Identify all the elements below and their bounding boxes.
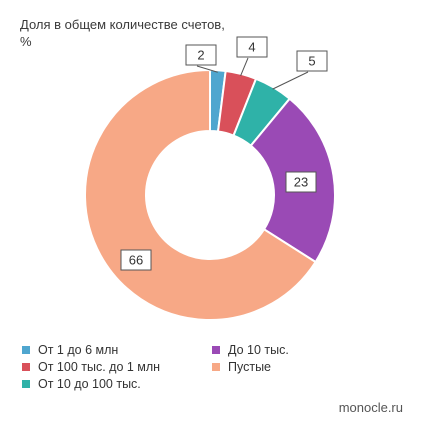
legend-swatch	[212, 363, 220, 371]
callout-line-0	[196, 65, 218, 73]
donut-chart: 2 4 5 23 66	[84, 36, 336, 321]
legend-swatch	[22, 380, 30, 388]
data-label-3: 23	[294, 175, 308, 190]
data-label-box-1	[236, 36, 268, 58]
legend-item-100k-1mln: От 100 тыс. до 1 млн	[22, 360, 160, 374]
legend-label: От 100 тыс. до 1 млн	[38, 360, 161, 374]
data-label-2: 5	[308, 54, 315, 69]
data-label-box-2	[296, 50, 328, 72]
legend-swatch	[212, 346, 220, 354]
chart-title-line-1: Доля в общем количестве счетов,	[20, 17, 225, 32]
legend-label: От 1 до 6 млн	[38, 343, 119, 357]
legend-swatch	[22, 363, 30, 371]
legend-swatch	[22, 346, 30, 354]
slice-callouts: 2 4 5 23 66	[120, 36, 328, 271]
data-label-4: 66	[129, 253, 143, 268]
legend-label: Пустые	[228, 360, 272, 374]
callout-line-2	[272, 71, 309, 90]
legend-item-empty: Пустые	[212, 360, 271, 374]
callout-line-1	[240, 57, 249, 77]
data-label-box-4	[120, 249, 152, 271]
data-label-1: 4	[248, 40, 255, 55]
donut-slices	[84, 68, 336, 321]
legend-label: От 10 до 100 тыс.	[38, 377, 141, 391]
legend-item-1-6mln: От 1 до 6 млн	[22, 343, 118, 357]
chart-title: Доля в общем количестве счетов, %	[20, 16, 225, 50]
legend-item-10k-100k: От 10 до 100 тыс.	[22, 377, 141, 391]
data-label-0: 2	[197, 48, 204, 63]
legend-item-under-10k: До 10 тыс.	[212, 343, 289, 357]
data-label-box-0	[185, 44, 217, 66]
legend-label: До 10 тыс.	[228, 343, 289, 357]
data-label-box-3	[285, 171, 317, 193]
source-label: monocle.ru	[338, 400, 403, 415]
chart-title-line-2: %	[20, 34, 32, 49]
